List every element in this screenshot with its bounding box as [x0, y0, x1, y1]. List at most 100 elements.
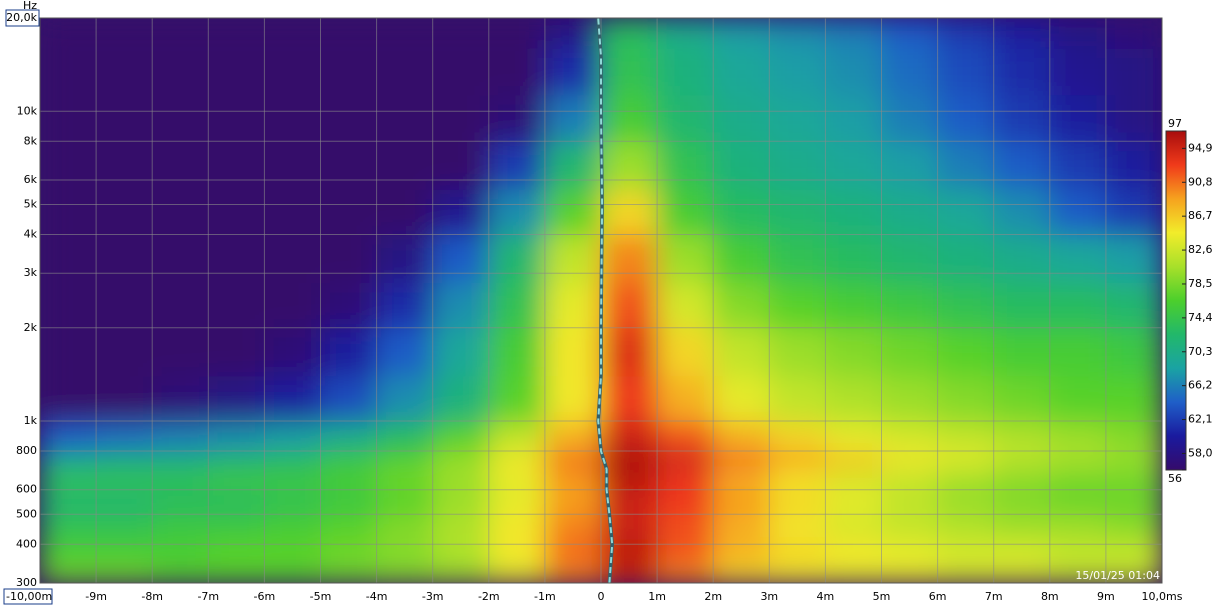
colorbar-label: 97 [1168, 117, 1182, 130]
heat-cell [1105, 514, 1162, 539]
heat-cell [1105, 189, 1162, 236]
y-tick-label: 600 [16, 483, 37, 496]
heat-cell [881, 421, 939, 452]
heat-cell [601, 451, 658, 470]
x-tick-label: 8m [1041, 590, 1059, 603]
heat-cell [1049, 189, 1107, 236]
heat-cell [713, 189, 770, 236]
heat-cell [769, 421, 826, 452]
heat-cell [993, 327, 1051, 377]
heat-cell [825, 327, 882, 377]
heat-cell [152, 489, 209, 515]
heat-cell [769, 48, 826, 96]
heat-cell [713, 421, 770, 452]
heat-cell [96, 451, 153, 470]
heat-cell [825, 421, 882, 452]
heat-cell [488, 451, 546, 470]
colorbar-label: 94,9 [1188, 141, 1213, 154]
heat-cell [264, 282, 321, 329]
heat-cell [320, 141, 378, 190]
heat-cell [657, 537, 714, 563]
heat-cell [488, 514, 546, 539]
heat-cell [769, 489, 826, 515]
heat-cell [96, 375, 153, 422]
heat-cell [769, 189, 826, 236]
heat-cell [96, 489, 153, 515]
heat-cell [1105, 48, 1162, 96]
heat-cell [713, 451, 770, 470]
x-tick-label: 9m [1097, 590, 1115, 603]
heat-cell [713, 562, 770, 583]
heat-cell [264, 489, 321, 515]
y-tick-label: 500 [16, 507, 37, 520]
heat-cell [881, 469, 939, 491]
heat-cell [993, 562, 1051, 583]
heat-cell [1049, 94, 1107, 142]
heat-cell [1049, 375, 1107, 422]
heat-cell [657, 451, 714, 470]
y-tick-label: 6k [24, 173, 38, 186]
colorbar-label: 58,0 [1188, 446, 1213, 459]
heat-cell [1105, 18, 1162, 49]
x-tick-label: -6m [254, 590, 276, 603]
heat-cell [264, 327, 321, 377]
heat-cell [1049, 48, 1107, 96]
heat-cell [376, 94, 434, 142]
heat-cell [657, 94, 714, 142]
x-tick-label: 0 [598, 590, 605, 603]
x-tick-label: 6m [929, 590, 947, 603]
heat-cell [40, 141, 97, 190]
heat-cell [769, 141, 826, 190]
y-tick-label: 10k [17, 104, 38, 117]
heat-cell [376, 537, 434, 563]
heat-cell [657, 234, 714, 284]
y-tick-label: 800 [16, 444, 37, 457]
heat-cell [96, 514, 153, 539]
heat-cell [601, 469, 658, 491]
heat-cell [376, 282, 434, 329]
heat-cell [881, 451, 939, 470]
plot-frame [39, 17, 1163, 584]
heat-cell [544, 562, 602, 583]
heat-cell [825, 234, 882, 284]
heat-cell [152, 375, 209, 422]
heat-cell [713, 48, 770, 96]
heat-cell [713, 375, 770, 422]
heat-cell [320, 327, 378, 377]
heat-cell [264, 48, 321, 96]
heat-cell [937, 451, 995, 470]
heat-cell [769, 537, 826, 563]
x-tick-label: -2m [478, 590, 500, 603]
heat-cell [937, 18, 995, 49]
heat-cell [993, 234, 1051, 284]
heat-cell [993, 141, 1051, 190]
heat-cell [432, 282, 490, 329]
heat-cell [1105, 469, 1162, 491]
heat-cell [601, 327, 658, 377]
heat-cell [657, 375, 714, 422]
heat-cell [881, 489, 939, 515]
colorbar-label: 56 [1168, 472, 1182, 485]
heat-cell [320, 562, 378, 583]
heat-cell [993, 375, 1051, 422]
heat-cell [1049, 18, 1107, 49]
heat-cell [152, 469, 209, 491]
heat-cell [152, 234, 209, 284]
heat-cell [96, 18, 153, 49]
heat-cell [825, 189, 882, 236]
heat-cell [881, 282, 939, 329]
heat-cell [208, 537, 265, 563]
heat-cell [96, 94, 153, 142]
heat-cell [937, 469, 995, 491]
heat-cell [1105, 537, 1162, 563]
heat-cell [488, 421, 546, 452]
y-unit: Hz [23, 0, 37, 12]
heat-cell [937, 327, 995, 377]
heat-cell [40, 327, 97, 377]
heat-cell [601, 48, 658, 96]
heat-cell [881, 94, 939, 142]
heat-cell [208, 48, 265, 96]
heat-cell [713, 514, 770, 539]
heat-cell [432, 234, 490, 284]
heat-cell [825, 537, 882, 563]
